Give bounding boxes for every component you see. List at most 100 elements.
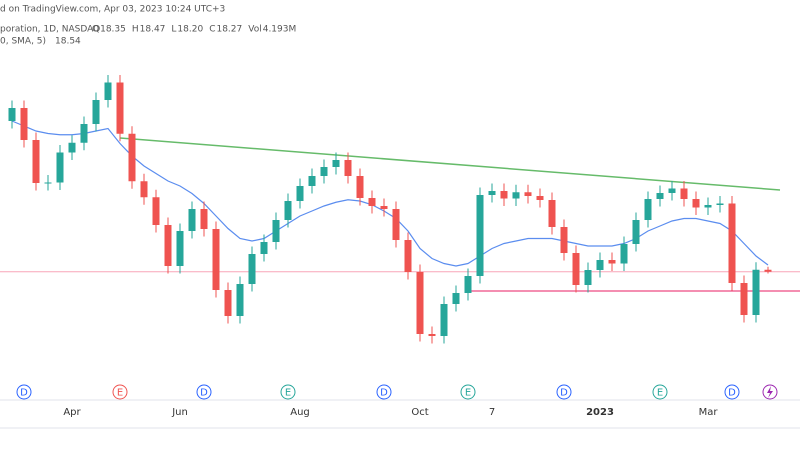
candle-body	[80, 124, 88, 143]
candle-body	[332, 160, 340, 167]
x-tick-label: Jun	[171, 407, 188, 418]
sma-value: 18.54	[55, 37, 81, 47]
event-label: D	[560, 388, 568, 399]
candle-body	[164, 225, 172, 266]
ohlc-value: 4.193M	[263, 25, 297, 35]
candle-body	[512, 192, 520, 199]
candle-body	[500, 191, 508, 199]
candle-body	[560, 227, 568, 253]
ohlc-value: 18.35	[100, 25, 126, 35]
candle-body	[380, 206, 388, 209]
candle-body	[284, 201, 292, 220]
candle-body	[524, 192, 532, 196]
candle-body	[536, 196, 544, 200]
candle-body	[344, 160, 352, 176]
candle-body	[212, 229, 220, 290]
candle-body	[224, 290, 232, 316]
ohlc-value: 18.27	[216, 25, 242, 35]
candle-body	[200, 209, 208, 229]
event-marker	[280, 384, 296, 400]
candle-body	[308, 176, 316, 186]
candle-body	[548, 200, 556, 227]
candle-body	[296, 186, 304, 201]
event-label: E	[117, 388, 123, 399]
event-marker	[724, 384, 740, 400]
candle-body	[8, 108, 16, 121]
event-marker	[196, 384, 212, 400]
event-marker	[112, 384, 128, 400]
candle-body	[248, 254, 256, 284]
event-label: D	[200, 388, 208, 399]
event-label: E	[285, 388, 291, 399]
x-tick-label: Mar	[699, 407, 719, 418]
candle-body	[620, 244, 628, 264]
candle-body	[416, 272, 424, 334]
candle-body	[668, 188, 676, 193]
candle-body	[488, 191, 496, 195]
ohlc-label: H	[132, 25, 139, 35]
candle-body	[92, 100, 100, 124]
candle-body	[452, 293, 460, 304]
event-marker	[556, 384, 572, 400]
ohlc-label: C	[209, 25, 215, 35]
x-tick-label: Oct	[411, 407, 428, 418]
candle-body	[704, 205, 712, 208]
candle-body	[116, 82, 124, 134]
ohlc-value: 18.47	[140, 25, 166, 35]
candle-body	[68, 142, 76, 153]
candle-body	[56, 152, 64, 183]
event-marker	[376, 384, 392, 400]
candle-body	[572, 253, 580, 285]
candle-body	[128, 133, 136, 182]
candle-body	[476, 195, 484, 276]
event-marker	[652, 384, 668, 400]
candle-body	[44, 182, 52, 184]
candle-body	[152, 197, 160, 225]
candle-body	[464, 276, 472, 293]
ohlc: O 18.35 H 18.47 L 18.20 C 18.27 Vol 4.193M	[92, 25, 296, 35]
candle-body	[32, 140, 40, 183]
candle-body	[632, 220, 640, 244]
candle-body	[20, 108, 28, 140]
candle-body	[740, 283, 748, 315]
sma-line	[11, 120, 769, 267]
candle-body	[584, 270, 592, 285]
candle-body	[752, 269, 760, 315]
candle-body	[728, 203, 736, 283]
sma-label: 0, SMA, 5)	[0, 37, 46, 47]
candle-body	[176, 231, 184, 266]
event-label: E	[465, 388, 471, 399]
candle-body	[644, 199, 652, 220]
x-tick-label: Aug	[290, 407, 310, 418]
candle-body	[356, 176, 364, 198]
x-tick-label: 7	[489, 407, 495, 418]
candle-body	[596, 260, 604, 270]
ohlc-label: Vol	[248, 25, 261, 35]
candle-body	[104, 82, 112, 100]
candle-body	[716, 203, 724, 205]
event-label: D	[728, 388, 736, 399]
event-marker	[460, 384, 476, 400]
candle-body	[440, 304, 448, 336]
candle-body	[260, 242, 268, 254]
x-tick-label: Apr	[63, 407, 81, 418]
candle-body	[680, 188, 688, 199]
candle-body	[392, 209, 400, 240]
candle-body	[428, 334, 436, 336]
candle-body	[188, 209, 196, 231]
event-marker	[16, 384, 32, 400]
ohlc-label: O	[92, 25, 99, 35]
candle-body	[656, 193, 664, 199]
ohlc-value: 18.20	[177, 25, 203, 35]
candle-body	[236, 284, 244, 316]
candle-body	[272, 220, 280, 242]
event-label: E	[657, 388, 663, 399]
trendline	[119, 137, 781, 191]
flash-icon	[767, 386, 773, 398]
candle-body	[692, 199, 700, 208]
x-tick-label: 2023	[586, 407, 614, 418]
event-label: D	[380, 388, 388, 399]
candle-body	[404, 240, 412, 272]
candle-body	[368, 198, 376, 206]
event-label: D	[20, 388, 28, 399]
